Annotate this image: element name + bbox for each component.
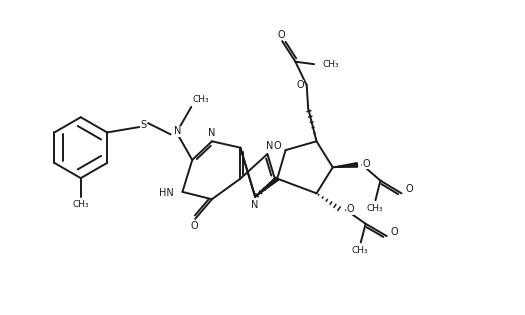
Text: O: O	[362, 159, 370, 169]
Text: CH₃: CH₃	[72, 200, 89, 209]
Text: N: N	[251, 200, 259, 210]
Text: N: N	[208, 128, 216, 138]
Text: N: N	[174, 126, 181, 136]
Text: CH₃: CH₃	[192, 94, 209, 104]
Text: O: O	[405, 184, 413, 194]
Text: O: O	[391, 227, 398, 237]
Text: O: O	[191, 221, 198, 231]
Text: S: S	[140, 120, 146, 129]
Text: O: O	[277, 30, 285, 40]
Text: CH₃: CH₃	[351, 246, 368, 255]
Text: O: O	[346, 204, 354, 214]
Polygon shape	[333, 163, 358, 167]
Text: CH₃: CH₃	[366, 203, 383, 213]
Text: O: O	[296, 80, 303, 90]
Text: N: N	[266, 141, 273, 151]
Text: O: O	[274, 141, 281, 151]
Text: CH₃: CH₃	[323, 60, 340, 69]
Polygon shape	[255, 177, 278, 197]
Text: HN: HN	[159, 188, 174, 198]
